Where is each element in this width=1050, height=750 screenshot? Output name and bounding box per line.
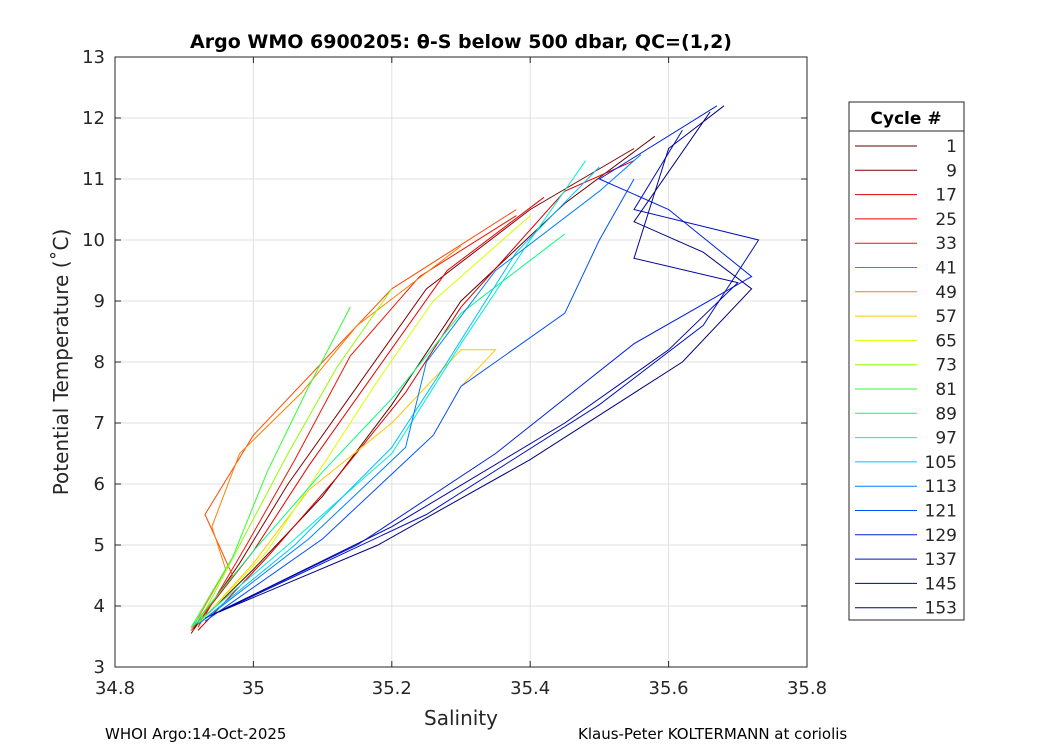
legend-label-cycle-129: 129 <box>925 526 957 546</box>
series-line-cycle-129 <box>204 105 753 619</box>
y-tick-label: 10 <box>82 230 105 251</box>
legend-label-cycle-57: 57 <box>935 307 957 327</box>
y-tick-label: 3 <box>94 657 105 678</box>
y-axis-label: Potential Temperature (˚C) <box>49 229 73 496</box>
x-tick-label: 35.2 <box>372 678 412 699</box>
legend-label-cycle-137: 137 <box>925 550 957 570</box>
y-tick-label: 12 <box>82 108 105 129</box>
legend-label-cycle-49: 49 <box>935 283 957 303</box>
y-tick-label: 5 <box>94 535 105 556</box>
legend-label-cycle-41: 41 <box>935 259 957 279</box>
footer-left: WHOI Argo:14-Oct-2025 <box>105 725 287 743</box>
legend-box <box>848 101 965 621</box>
series-line-cycle-73 <box>197 288 393 625</box>
legend-label-cycle-121: 121 <box>925 502 957 522</box>
legend-label-cycle-1: 1 <box>946 137 957 157</box>
legend-label-cycle-9: 9 <box>946 161 957 181</box>
series-line-cycle-65 <box>197 215 531 625</box>
x-tick-label: 35.6 <box>649 678 689 699</box>
legend-label-cycle-145: 145 <box>925 574 957 594</box>
x-tick-label: 34.8 <box>95 678 135 699</box>
y-tick-label: 8 <box>94 352 105 373</box>
legend-label-cycle-97: 97 <box>935 429 957 449</box>
legend-label-cycle-25: 25 <box>935 210 957 230</box>
legend-label-cycle-153: 153 <box>925 599 957 619</box>
legend-label-cycle-73: 73 <box>935 356 957 376</box>
series-line-cycle-105 <box>197 166 600 625</box>
legend-label-cycle-105: 105 <box>925 453 957 473</box>
y-tick-label: 4 <box>94 596 105 617</box>
series-line-cycle-33 <box>197 215 517 628</box>
x-tick-label: 35.4 <box>510 678 550 699</box>
series-line-cycle-81 <box>190 306 351 628</box>
series-line-cycle-89 <box>190 233 566 628</box>
legend-label-cycle-89: 89 <box>935 404 957 424</box>
x-tick-label: 35.8 <box>787 678 827 699</box>
series-line-cycle-57 <box>197 349 497 625</box>
legend-label-cycle-81: 81 <box>935 380 957 400</box>
series-line-cycle-145 <box>211 105 739 616</box>
x-axis-label: Salinity <box>424 706 498 730</box>
legend-label-cycle-65: 65 <box>935 331 957 351</box>
series-line-cycle-97 <box>190 160 587 628</box>
legend-label-cycle-17: 17 <box>935 186 957 206</box>
series-line-cycle-113 <box>197 154 642 625</box>
y-tick-label: 9 <box>94 291 105 312</box>
y-tick-label: 6 <box>94 474 105 495</box>
y-tick-label: 7 <box>94 413 105 434</box>
legend-title: Cycle # <box>870 109 941 129</box>
footer-right: Klaus-Peter KOLTERMANN at coriolis <box>578 725 848 743</box>
y-tick-label: 13 <box>82 47 105 68</box>
series-line-cycle-1 <box>190 135 656 631</box>
chart-title: Argo WMO 6900205: θ-S below 500 dbar, QC… <box>190 31 732 53</box>
legend-label-cycle-113: 113 <box>925 477 957 497</box>
legend: Cycle # 1 9 17 25 33 41 49 57 65 73 81 89 97 105 113 12… <box>848 101 965 621</box>
y-tick-label: 11 <box>82 169 105 190</box>
legend-label-cycle-33: 33 <box>935 234 957 254</box>
series-line-cycle-9 <box>190 148 635 634</box>
x-tick-label: 35 <box>242 678 265 699</box>
series-line-cycle-153 <box>218 111 753 613</box>
series-line-cycle-137 <box>218 129 760 613</box>
series-line-cycle-121 <box>204 178 635 622</box>
